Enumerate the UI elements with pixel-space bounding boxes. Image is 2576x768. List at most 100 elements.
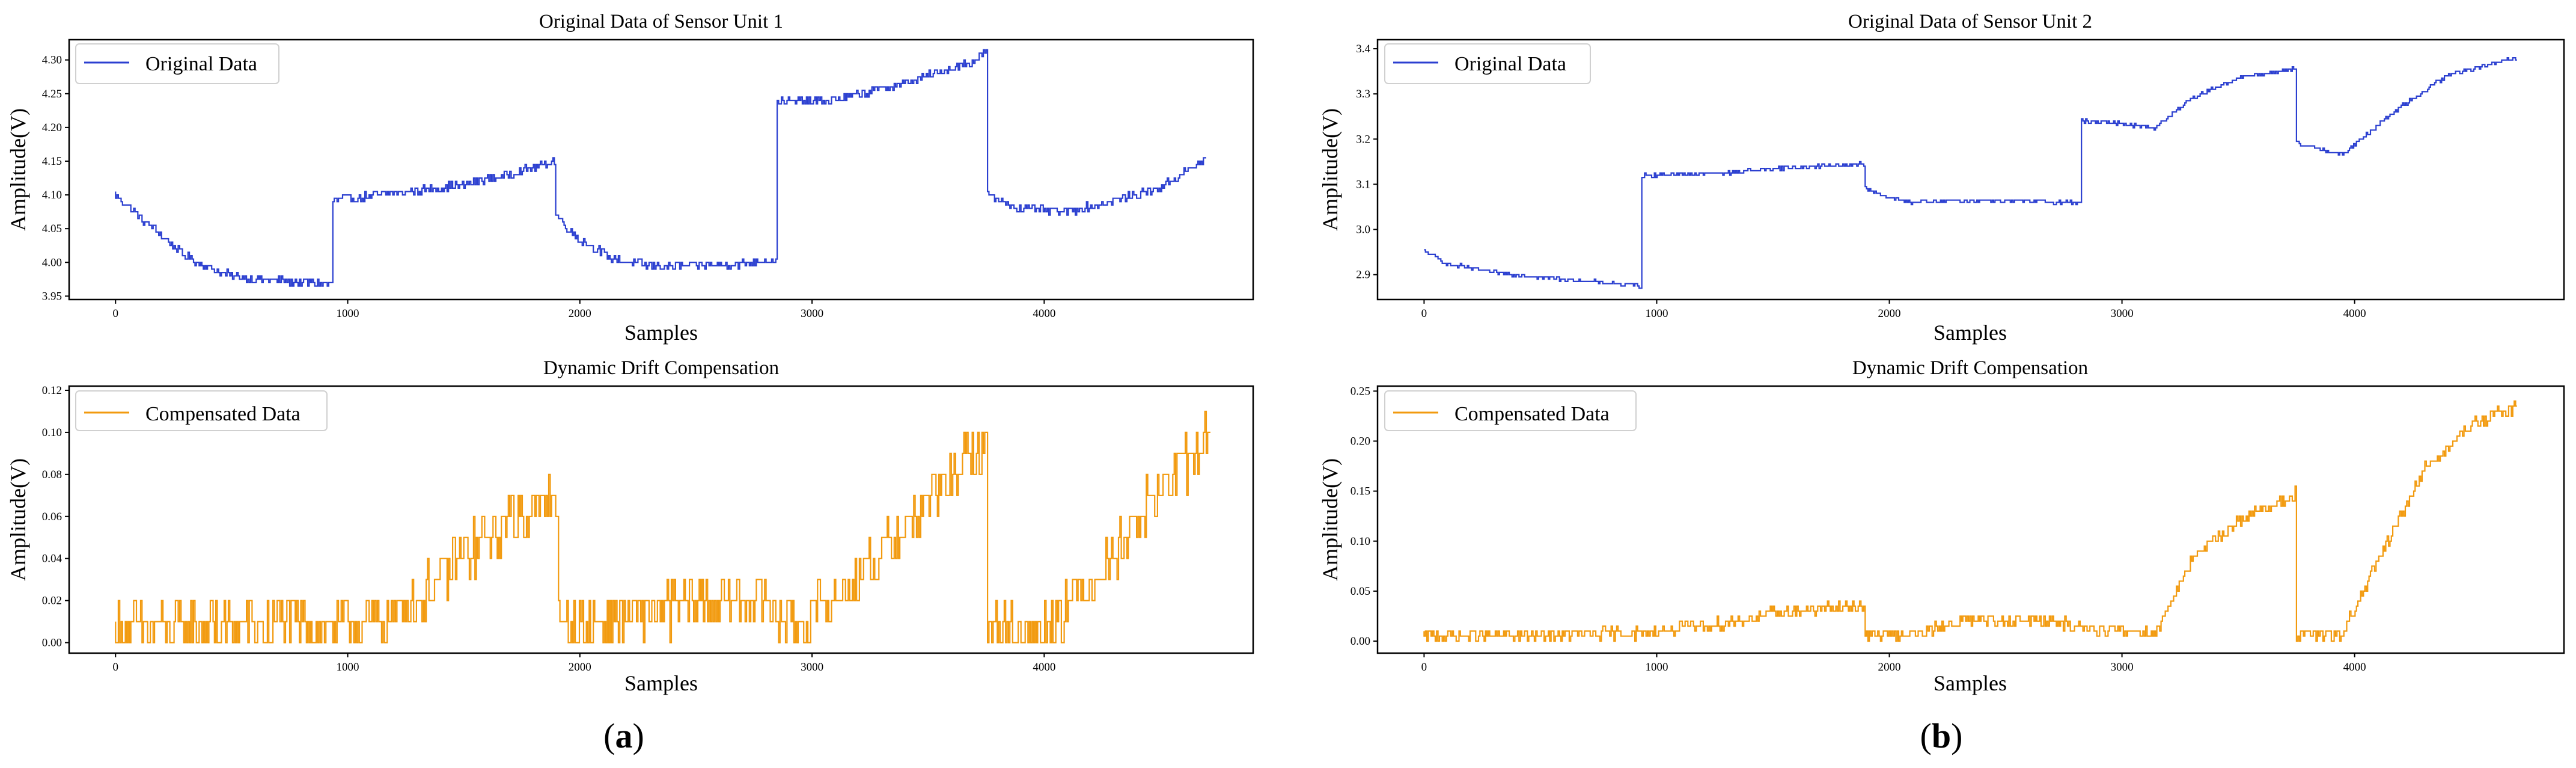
panel-paren-open: ( [603,716,615,755]
x-axis-label: Samples [624,671,698,695]
y-tick-label: 3.2 [1356,133,1370,146]
y-tick-label: 3.1 [1356,178,1370,191]
panel-letter-a: a [615,716,633,755]
chart-title: Dynamic Drift Compensation [543,357,779,379]
y-axis-label: Amplitude(V) [1318,458,1342,581]
panel-paren-open: ( [1920,716,1932,755]
y-tick-label: 3.0 [1356,224,1370,236]
x-axis-label: Samples [1934,671,2007,695]
axes-frame [68,38,1254,301]
y-tick-label: 0.00 [42,637,62,650]
x-tick-label: 2000 [1878,661,1901,674]
panel-letter-b: b [1932,716,1951,755]
series-line [1423,400,2517,642]
x-tick-label: 3000 [2111,307,2134,320]
chart-sensor2-compensated: Dynamic Drift Compensation 0 1000 2000 3000… [1318,357,2565,695]
chart-sensor1-compensated: Dynamic Drift Compensation 0 1000 2000 3000… [6,357,1254,695]
x-tick-label: 2000 [569,661,591,674]
chart-title: Dynamic Drift Compensation [1852,357,2088,379]
x-tick-label: 0 [1421,661,1427,674]
y-tick-label: 0.08 [42,468,62,481]
legend-box [1384,390,1637,431]
y-tick-label: 0.15 [1351,485,1370,498]
y-tick-label: 0.00 [1351,635,1370,648]
y-tick-label: 4.05 [42,223,62,235]
series-line [115,49,1206,287]
x-tick-label: 3000 [2111,661,2134,674]
legend: Compensated Data [1384,390,1637,431]
panel-label-a: (a) [603,716,644,755]
legend: Compensated Data [75,390,328,431]
ticks-layer: 0 1000 2000 3000 4000 0.00 0.02 0.04 0.06 0.08 0.1… [42,384,1056,674]
x-tick-label: 1000 [1645,307,1668,320]
y-tick-label: 3.3 [1356,88,1370,100]
y-axis-label: Amplitude(V) [6,108,30,231]
y-tick-label: 4.25 [42,88,62,100]
legend-box [75,43,279,84]
chart-title: Original Data of Sensor Unit 1 [539,11,783,32]
y-tick-label: 0.04 [42,553,63,565]
x-tick-label: 4000 [2343,307,2366,320]
x-tick-label: 4000 [2343,661,2366,674]
x-axis-label: Samples [1934,321,2007,345]
legend-label: Compensated Data [145,403,301,425]
panel-paren-close: ) [1951,716,1962,755]
y-tick-label: 0.05 [1351,585,1370,598]
legend-label: Compensated Data [1454,403,1610,425]
x-tick-label: 1000 [337,307,359,320]
y-tick-label: 4.20 [42,121,62,134]
panel-label-b: (b) [1920,716,1963,755]
x-axis-label: Samples [624,321,698,345]
x-tick-label: 3000 [801,661,823,674]
series-layer [1423,400,2517,642]
x-tick-label: 1000 [1645,661,1668,674]
series-layer [115,410,1210,644]
series-layer [1424,57,2517,289]
y-axis-label: Amplitude(V) [1318,108,1342,231]
series-layer [115,49,1206,287]
ticks-layer: 0 1000 2000 3000 4000 0.00 0.05 0.10 0.15 0.20 0.2… [1351,385,2366,674]
x-tick-label: 0 [113,661,119,674]
legend-label: Original Data [145,53,257,75]
ticks-layer: 0 1000 2000 3000 4000 3.95 4.00 4.05 4.10 4.15 4.2… [42,54,1056,320]
series-line [115,410,1210,644]
y-tick-label: 0.10 [42,426,62,439]
x-tick-label: 1000 [337,661,359,674]
x-tick-label: 4000 [1033,307,1055,320]
x-tick-label: 2000 [1878,307,1901,320]
legend: Original Data [75,43,279,84]
legend: Original Data [1384,43,1591,84]
panel-paren-close: ) [633,716,644,755]
y-tick-label: 0.06 [42,511,62,523]
x-tick-label: 4000 [1033,661,1055,674]
legend-box [1384,43,1591,84]
chart-sensor1-original: Original Data of Sensor Unit 1 0 1000 2000… [6,11,1254,345]
chart-title: Original Data of Sensor Unit 2 [1848,11,2092,32]
series-line [1424,57,2517,289]
axes-frame [1376,385,2565,654]
y-tick-label: 0.20 [1351,435,1370,447]
y-tick-label: 0.12 [42,384,62,397]
chart-sensor2-original: Original Data of Sensor Unit 2 0 1000 2000… [1318,11,2565,345]
y-tick-label: 4.00 [42,256,62,269]
legend-label: Original Data [1454,53,1566,75]
x-tick-label: 3000 [801,307,823,320]
y-axis-label: Amplitude(V) [6,458,30,581]
x-tick-label: 2000 [569,307,591,320]
y-tick-label: 0.25 [1351,385,1370,398]
y-tick-label: 3.4 [1356,43,1370,55]
y-tick-label: 4.30 [42,54,62,67]
y-tick-label: 4.10 [42,189,62,201]
ticks-layer: 0 1000 2000 3000 4000 2.9 3.0 3.1 3.2 3.3 3.4 [1356,43,2366,320]
axes-frame [68,385,1254,654]
y-tick-label: 2.9 [1356,269,1370,281]
y-tick-label: 0.02 [42,595,62,607]
axes-frame [1376,38,2565,301]
y-tick-label: 3.95 [42,290,62,303]
legend-box [75,390,328,431]
x-tick-label: 0 [1421,307,1427,320]
y-tick-label: 0.10 [1351,535,1370,548]
x-tick-label: 0 [113,307,119,320]
y-tick-label: 4.15 [42,155,62,168]
